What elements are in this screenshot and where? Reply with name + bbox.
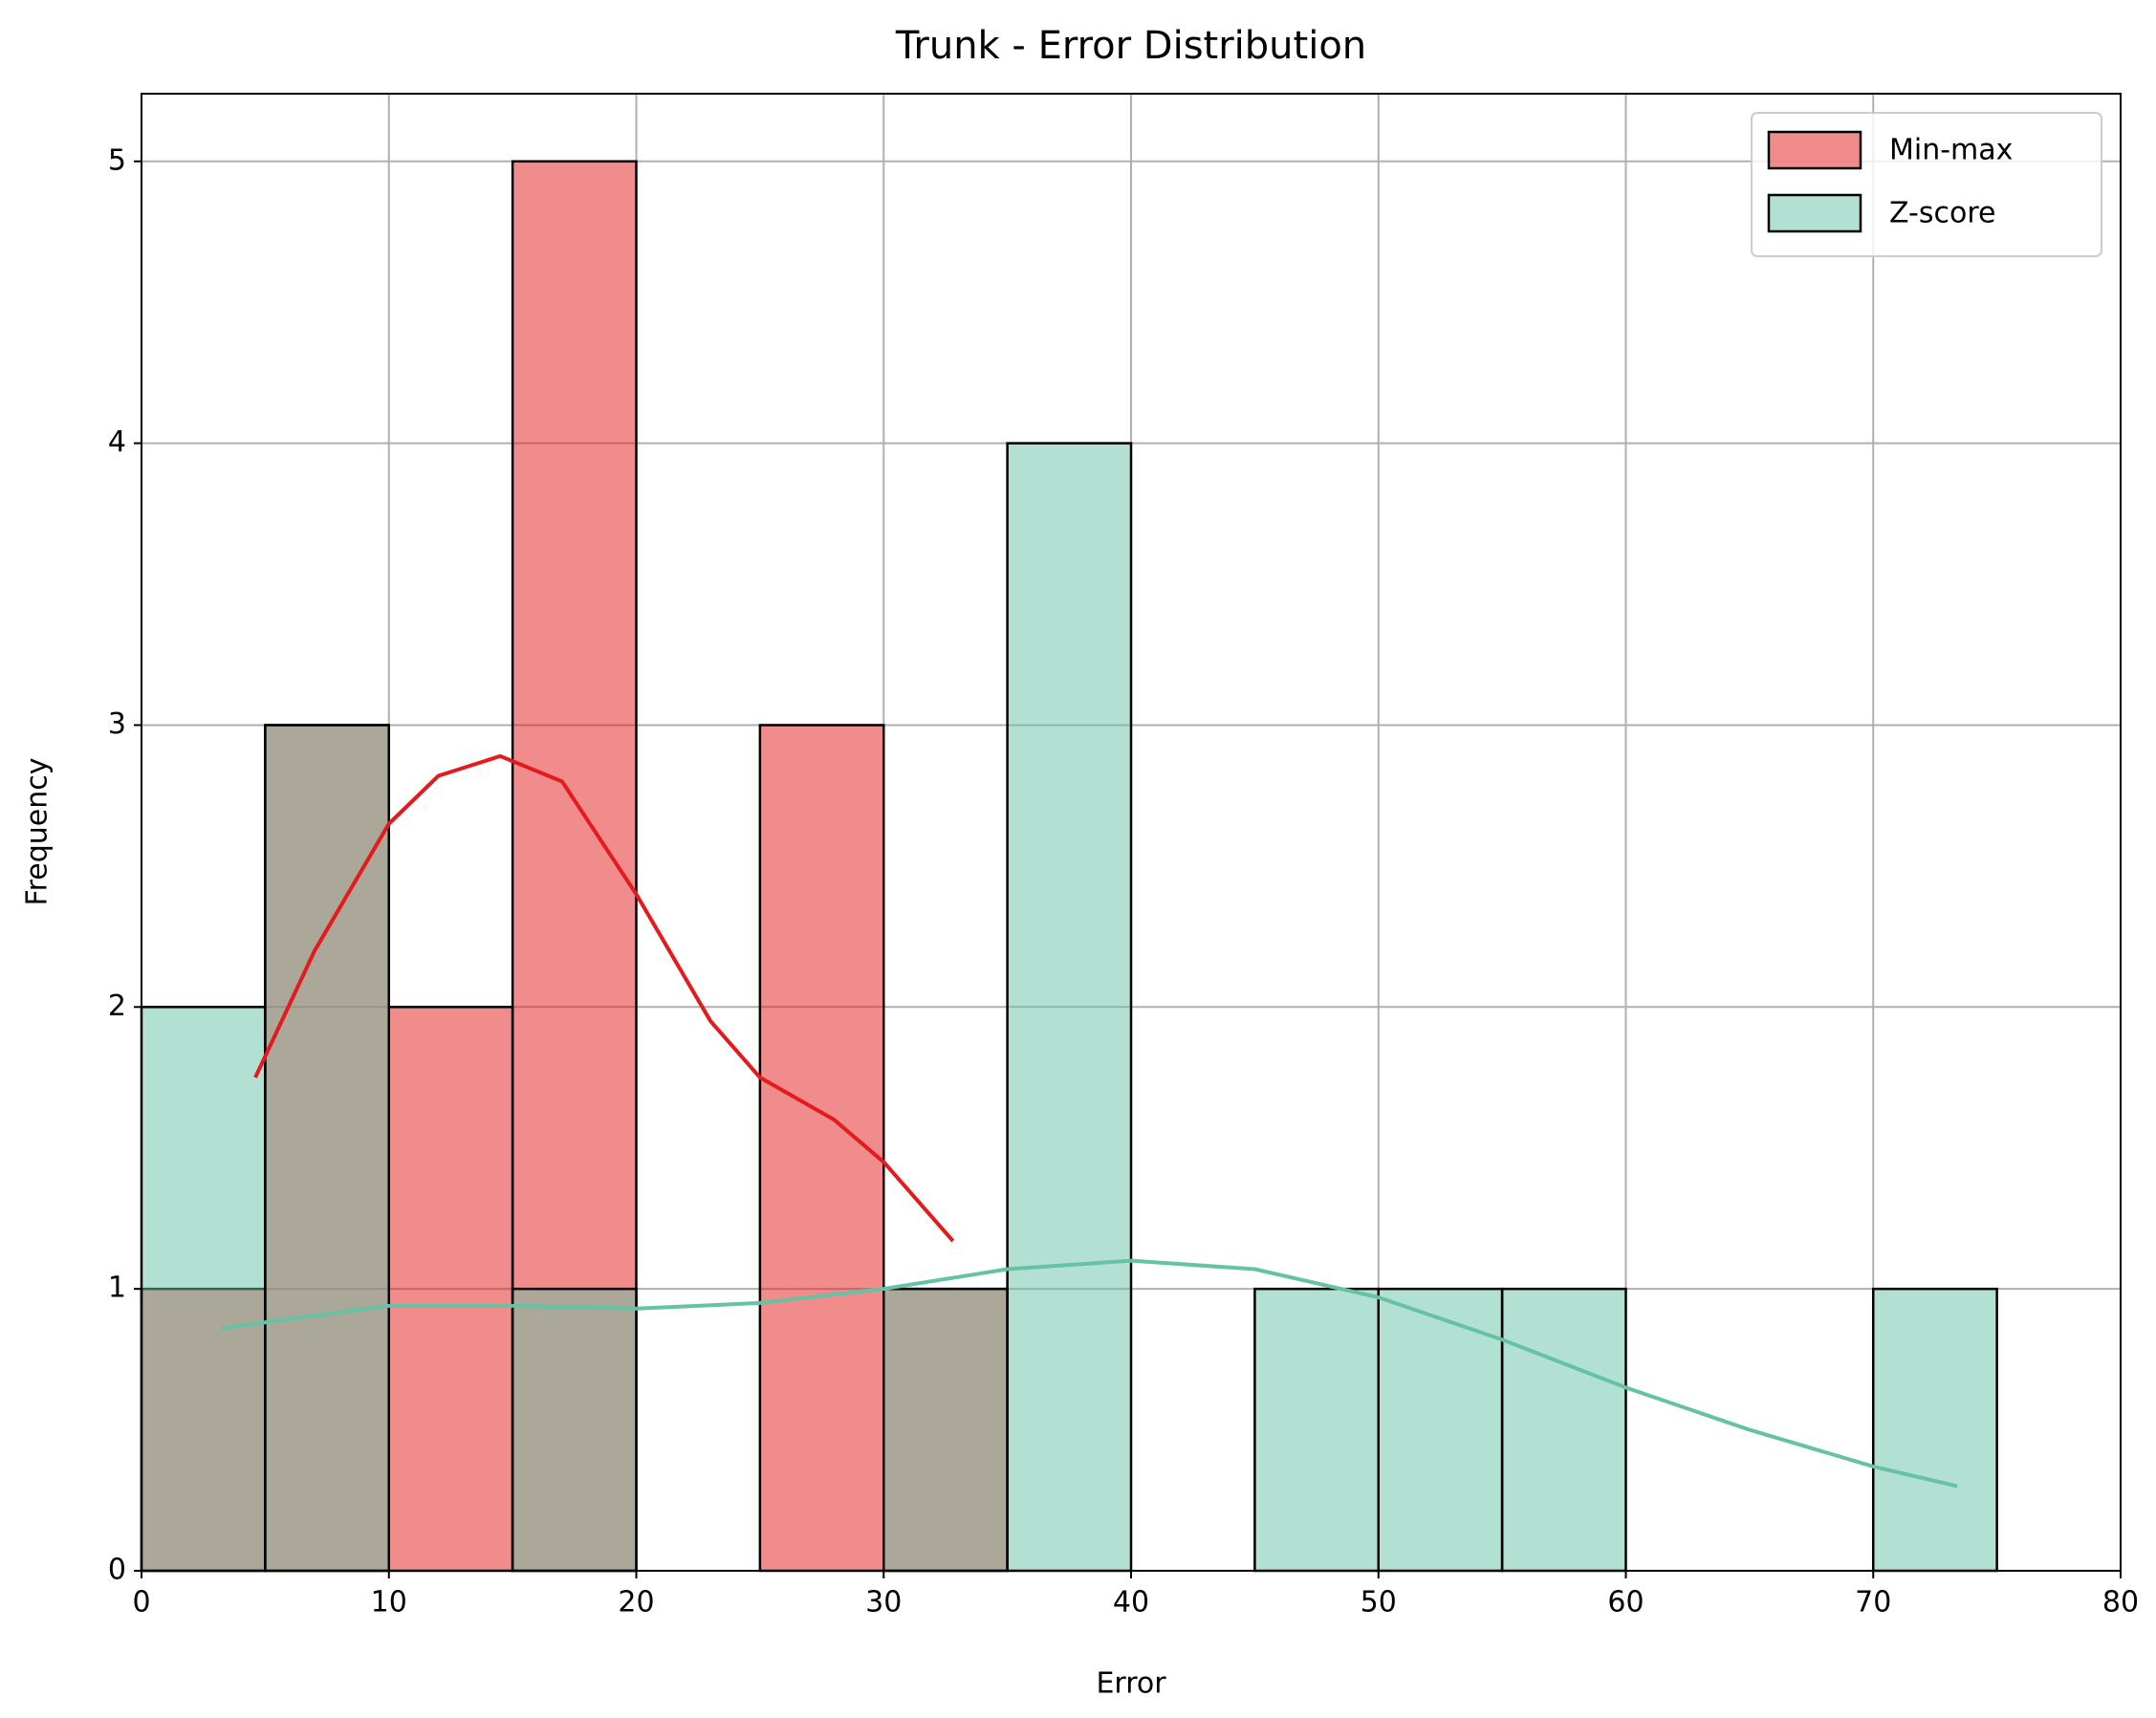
y-tick-label: 5	[108, 143, 126, 177]
x-tick-label: 80	[2102, 1586, 2139, 1620]
x-axis-label: Error	[1096, 1667, 1166, 1701]
bar	[1500, 1287, 1627, 1573]
legend-label: Min-max	[1889, 134, 2013, 167]
x-tick-label: 60	[1607, 1586, 1644, 1620]
legend-swatch	[1767, 130, 1862, 170]
bar	[264, 724, 390, 1573]
legend-swatch	[1767, 193, 1862, 233]
bar	[1006, 442, 1133, 1573]
bar	[387, 1006, 514, 1573]
x-tick-label: 10	[371, 1586, 407, 1620]
x-tick-label: 50	[1361, 1586, 1397, 1620]
bar	[758, 724, 885, 1573]
kde-line	[220, 1258, 1958, 1489]
bar	[511, 1287, 638, 1573]
bar	[140, 1006, 267, 1573]
x-tick-label: 70	[1855, 1586, 1891, 1620]
x-tick-label: 30	[865, 1586, 902, 1620]
bar	[1872, 1287, 1998, 1573]
bar	[1377, 1287, 1504, 1573]
y-tick-label: 1	[108, 1272, 126, 1305]
plot-frame	[141, 93, 2122, 1572]
legend: Min-max Z-score	[1751, 112, 2102, 257]
kde-line	[253, 753, 955, 1243]
bar	[882, 1287, 1009, 1573]
x-tick-label: 40	[1113, 1586, 1149, 1620]
x-tick-label: 20	[618, 1586, 654, 1620]
y-tick-label: 3	[108, 707, 126, 741]
legend-label: Z-score	[1889, 197, 1995, 230]
bar	[1253, 1287, 1380, 1573]
y-tick-label: 2	[108, 989, 126, 1023]
chart-title: Trunk - Error Distribution	[895, 24, 1366, 68]
y-tick-label: 4	[108, 425, 126, 459]
y-tick-label: 0	[108, 1554, 126, 1587]
x-tick-label: 0	[132, 1586, 150, 1620]
y-axis-label: Frequency	[21, 758, 54, 906]
